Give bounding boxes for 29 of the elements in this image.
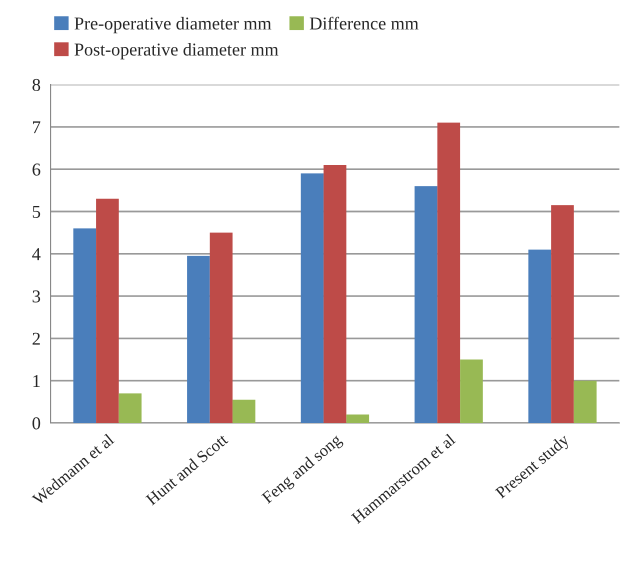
y-tick-label: 4: [32, 248, 41, 260]
y-tick-label: 5: [32, 206, 40, 218]
y-tick-label: 6: [32, 164, 40, 176]
bar: [437, 122, 460, 423]
y-tick-label: 1: [33, 375, 40, 387]
x-tick-label: Feng and song: [260, 432, 344, 507]
bar: [210, 232, 233, 423]
legend-label: Post-operative diameter mm: [74, 42, 278, 60]
bar: [118, 393, 142, 423]
legend-label: Pre-operative diameter mm: [74, 16, 272, 34]
bar: [528, 250, 552, 423]
bar: [96, 198, 119, 423]
bar: [414, 186, 438, 423]
legend-label: Difference mm: [310, 16, 418, 30]
bar: [574, 380, 597, 423]
bar: [551, 205, 574, 423]
bar: [73, 228, 96, 423]
bar: [460, 360, 483, 423]
bar: [324, 164, 346, 423]
y-tick-label: 2: [32, 332, 40, 345]
bar: [187, 256, 210, 423]
x-tick-label: Hunt and Scott: [144, 432, 229, 506]
y-tick-label: 3: [32, 290, 40, 303]
y-tick-label: 8: [32, 78, 40, 92]
y-tick-label: 7: [33, 121, 40, 134]
bar: [300, 173, 324, 423]
y-tick-label: 0: [32, 417, 40, 430]
bar: [346, 414, 370, 423]
bar: [232, 400, 256, 423]
